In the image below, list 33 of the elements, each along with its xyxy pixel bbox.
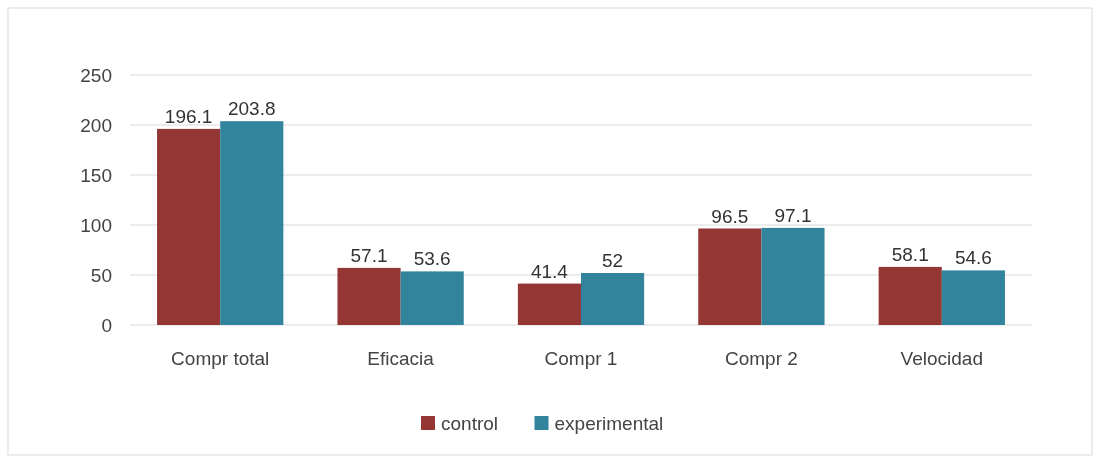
x-tick-label: Eficacia	[367, 348, 435, 369]
x-tick-label: Velocidad	[900, 348, 983, 369]
data-label: 53.6	[413, 248, 451, 270]
y-tick-label: 50	[90, 264, 112, 286]
y-tick-label: 250	[80, 64, 112, 86]
bar	[581, 273, 645, 325]
data-label: 58.1	[891, 243, 929, 265]
y-tick-label: 200	[80, 114, 112, 136]
x-tick-label: Compr 2	[724, 348, 798, 369]
bar	[400, 271, 464, 325]
y-tick-label: 0	[101, 314, 112, 336]
legend-label: control	[441, 412, 499, 434]
data-label: 54.6	[954, 247, 992, 269]
data-label: 57.1	[350, 244, 388, 266]
data-label: 196.1	[164, 105, 213, 127]
bar	[761, 227, 825, 325]
bar	[878, 266, 942, 325]
x-tick-label: Compr total	[171, 348, 270, 369]
y-tick-label: 150	[80, 164, 112, 186]
bar	[517, 283, 581, 325]
bar	[337, 267, 401, 325]
legend-label: experimental	[554, 412, 664, 434]
y-tick-label: 100	[80, 214, 112, 236]
bar	[220, 121, 284, 325]
bar	[698, 228, 762, 325]
data-label: 203.8	[228, 98, 276, 120]
bar	[157, 128, 221, 325]
x-tick-label: Compr 1	[544, 348, 618, 369]
bar	[941, 270, 1005, 325]
data-label: 52	[602, 250, 624, 271]
data-label: 96.5	[711, 205, 749, 227]
data-label: 41.4	[530, 260, 569, 282]
data-label: 97.1	[774, 204, 812, 226]
